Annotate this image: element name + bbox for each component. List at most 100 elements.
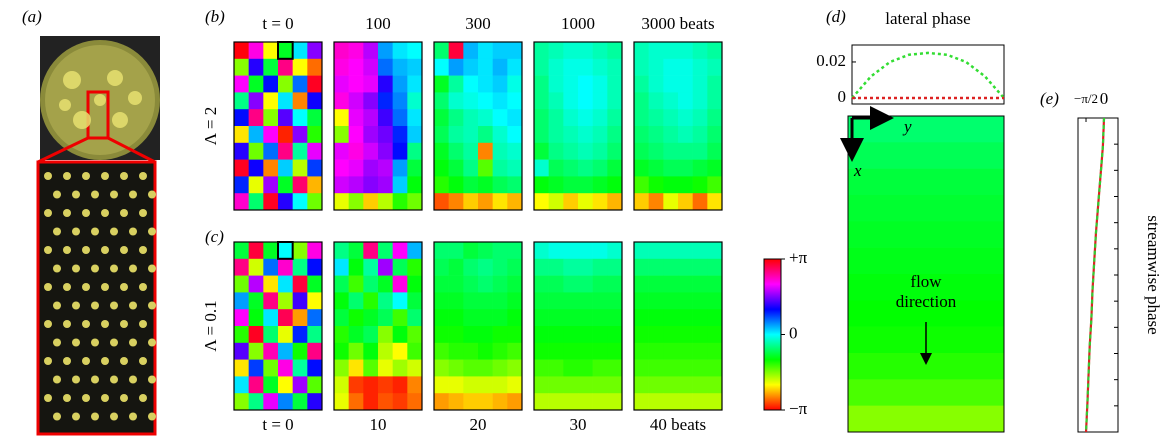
phase-cell bbox=[448, 126, 464, 144]
phase-cell bbox=[463, 342, 479, 360]
phase-cell bbox=[263, 275, 279, 293]
frame-label: 300 bbox=[465, 14, 491, 33]
phase-cell bbox=[578, 393, 593, 411]
phase-cell bbox=[434, 75, 449, 93]
phase-cell bbox=[307, 393, 323, 411]
phase-cell bbox=[707, 376, 723, 394]
phase-cell bbox=[663, 126, 679, 144]
phase-cell bbox=[407, 292, 423, 310]
phase-cell bbox=[348, 275, 364, 293]
cell-dot bbox=[101, 172, 109, 180]
phase-cell bbox=[478, 342, 493, 360]
phase-cell bbox=[248, 359, 264, 377]
cell-dot bbox=[82, 246, 90, 254]
cell-dot bbox=[72, 264, 80, 273]
phase-cell bbox=[248, 309, 264, 327]
cell-dot bbox=[129, 375, 137, 384]
phase-cell bbox=[634, 159, 649, 177]
phase-cell bbox=[692, 126, 708, 144]
phase-cell bbox=[634, 242, 649, 260]
cell-dot bbox=[82, 209, 90, 217]
phase-cell bbox=[478, 58, 493, 76]
cell-dot bbox=[63, 172, 71, 180]
phase-cell bbox=[534, 58, 549, 76]
phase-cell bbox=[307, 342, 323, 360]
phase-cell bbox=[363, 42, 379, 60]
phase-cell bbox=[278, 109, 293, 127]
phase-cell bbox=[263, 292, 279, 310]
phase-cell bbox=[478, 176, 493, 194]
phase-cell bbox=[634, 359, 649, 377]
phase-cell bbox=[292, 142, 308, 160]
cell-dot bbox=[129, 338, 137, 347]
phase-cell bbox=[607, 309, 623, 327]
phase-cell bbox=[448, 58, 464, 76]
phase-cell bbox=[663, 292, 679, 310]
phase-cell bbox=[707, 242, 723, 260]
phase-cell bbox=[392, 142, 408, 160]
phase-cell bbox=[648, 42, 664, 60]
phase-cell bbox=[563, 309, 579, 327]
cell-dot bbox=[53, 412, 61, 421]
phase-cell bbox=[234, 126, 249, 144]
phase-cell bbox=[363, 376, 379, 394]
phase-cell bbox=[563, 242, 579, 260]
frame-border bbox=[533, 241, 623, 411]
cell-dot bbox=[72, 338, 80, 347]
phase-cell bbox=[648, 159, 664, 177]
phase-cell bbox=[463, 376, 479, 394]
phase-cell bbox=[234, 309, 249, 327]
phase-cell bbox=[678, 292, 693, 310]
phase-cell bbox=[578, 75, 593, 93]
phase-cell bbox=[548, 326, 564, 344]
phase-cell bbox=[563, 393, 579, 411]
phase-cell bbox=[363, 359, 379, 377]
phase-cell bbox=[363, 159, 379, 177]
phase-cell bbox=[363, 58, 379, 76]
phase-cell bbox=[334, 376, 349, 394]
phase-cell bbox=[692, 242, 708, 260]
phase-cell bbox=[492, 292, 508, 310]
phase-cell bbox=[248, 342, 264, 360]
phase-cell bbox=[348, 109, 364, 127]
phase-cell bbox=[634, 58, 649, 76]
phase-cell bbox=[707, 159, 723, 177]
phase-cell bbox=[463, 142, 479, 160]
phase-cell bbox=[392, 309, 408, 327]
phase-cell bbox=[392, 193, 408, 211]
phase-cell bbox=[334, 292, 349, 310]
phase-cell bbox=[507, 242, 523, 260]
plot-frame bbox=[851, 44, 1005, 105]
phase-cell bbox=[592, 42, 608, 60]
frame-border bbox=[433, 41, 523, 211]
phase-cell bbox=[692, 292, 708, 310]
phase-cell bbox=[648, 376, 664, 394]
phase-cell bbox=[248, 326, 264, 344]
y-tick-label: 0.02 bbox=[816, 51, 846, 70]
phase-cell bbox=[563, 342, 579, 360]
phase-cell bbox=[592, 176, 608, 194]
phase-cell bbox=[563, 159, 579, 177]
frame-label: 3000 beats bbox=[641, 14, 714, 33]
phase-cell bbox=[378, 326, 393, 344]
frame-border bbox=[533, 41, 623, 211]
cell-dot bbox=[53, 190, 61, 199]
phase-cell bbox=[478, 193, 493, 211]
colorbar-tick-label: +π bbox=[789, 248, 808, 267]
phase-cell bbox=[492, 92, 508, 110]
phase-cell bbox=[234, 342, 249, 360]
phase-cell bbox=[334, 258, 349, 276]
phase-cell bbox=[663, 159, 679, 177]
phase-cell bbox=[278, 58, 293, 76]
row-label: Λ = 2 bbox=[201, 107, 220, 145]
cell-dot bbox=[63, 209, 71, 217]
axis-label: x bbox=[853, 161, 862, 180]
daughter-colony bbox=[112, 112, 128, 128]
cell-dot bbox=[53, 301, 61, 310]
phase-cell bbox=[663, 42, 679, 60]
phase-cell bbox=[663, 142, 679, 160]
phase-cell bbox=[607, 42, 623, 60]
daughter-colony bbox=[63, 71, 81, 89]
phase-cell bbox=[334, 176, 349, 194]
phase-cell bbox=[492, 309, 508, 327]
